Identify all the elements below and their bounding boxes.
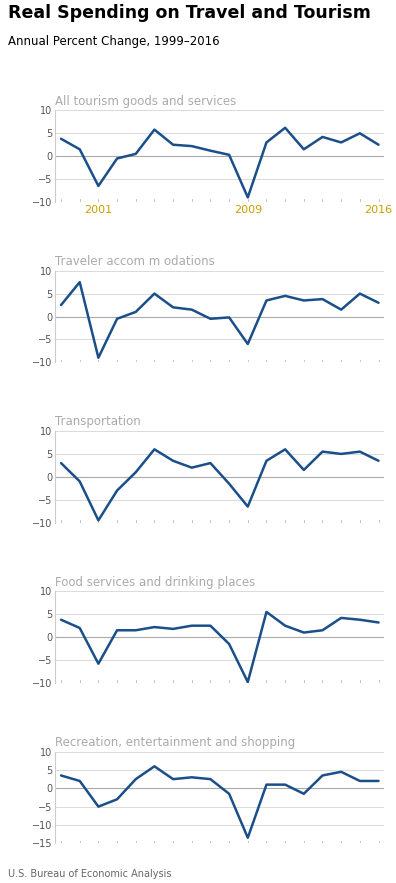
Text: Traveler accom m odations: Traveler accom m odations bbox=[55, 255, 215, 268]
Text: Recreation, entertainment and shopping: Recreation, entertainment and shopping bbox=[55, 736, 296, 749]
Text: Real Spending on Travel and Tourism: Real Spending on Travel and Tourism bbox=[8, 4, 371, 22]
Text: U.S. Bureau of Economic Analysis: U.S. Bureau of Economic Analysis bbox=[8, 869, 171, 879]
Text: Transportation: Transportation bbox=[55, 416, 141, 428]
Text: All tourism goods and services: All tourism goods and services bbox=[55, 94, 237, 108]
Text: Annual Percent Change, 1999–2016: Annual Percent Change, 1999–2016 bbox=[8, 35, 219, 49]
Text: Food services and drinking places: Food services and drinking places bbox=[55, 576, 256, 589]
